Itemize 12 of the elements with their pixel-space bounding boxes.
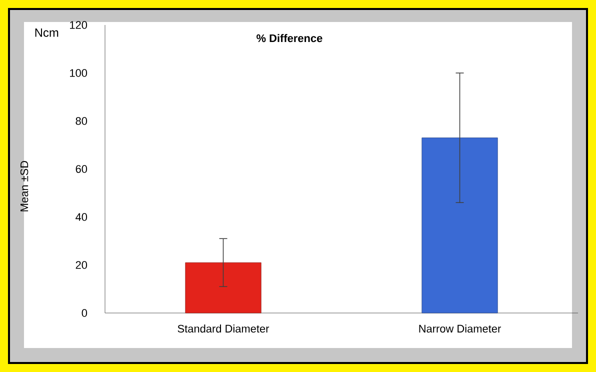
text: % Difference [256,34,322,42]
y-tick-label: 0 [82,309,88,317]
y-tick-label: 20 [76,261,88,269]
y-tick-label: 120 [70,21,88,29]
y-axis-title: Mean ±SD [20,160,28,212]
y-tick-label: 40 [76,213,88,221]
y-tick-label: 80 [76,117,88,125]
y-tick-label: 60 [76,165,88,173]
x-tick-label: Standard Diameter [178,324,270,333]
y-tick-label: 100 [70,69,88,77]
x-tick-label: Narrow Diameter [419,324,501,333]
text: Ncm [35,28,58,37]
